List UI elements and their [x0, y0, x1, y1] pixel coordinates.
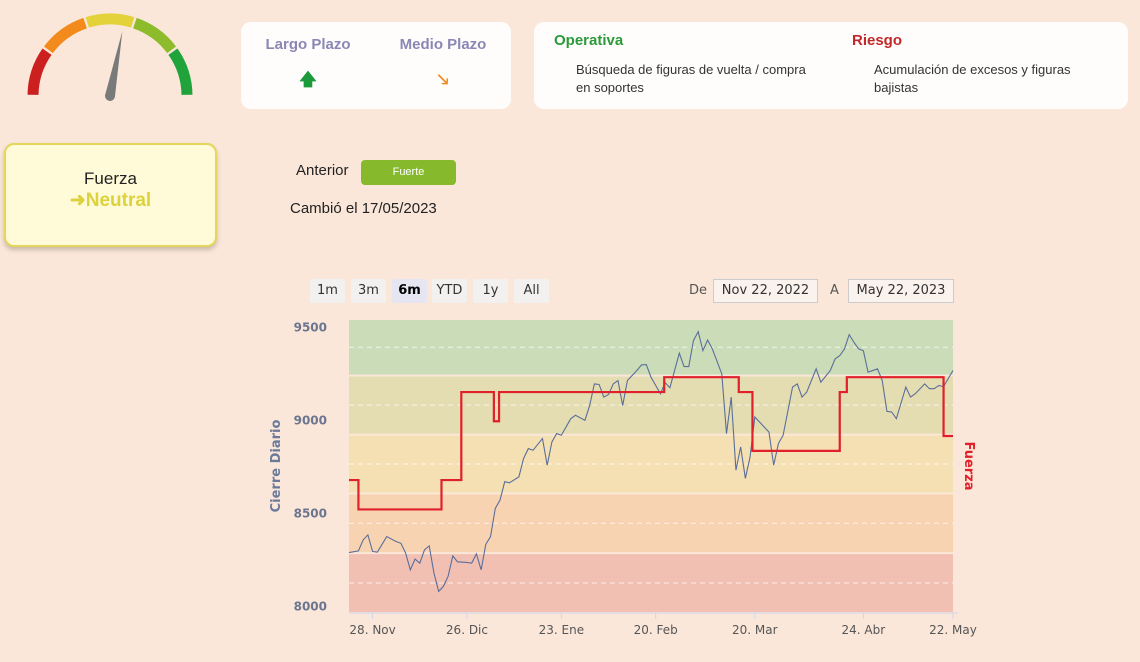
x-tick-label: 20. Feb: [634, 623, 678, 637]
medio-plazo: Medio Plazo 🡖: [383, 36, 503, 96]
anterior-label: Anterior: [296, 162, 349, 179]
gauge-segment: [43, 17, 88, 54]
gauge-segment: [132, 17, 177, 54]
fuerza-step-line: [349, 376, 953, 511]
y-tick-label: 8500: [294, 506, 327, 520]
x-tick-label: 28. Nov: [349, 623, 395, 637]
cambio-date: Cambió el 17/05/2023: [290, 200, 437, 217]
y2-axis-title: Fuerza: [961, 441, 976, 490]
y-tick-label: 9000: [294, 413, 327, 427]
x-tick-label: 26. Dic: [446, 623, 488, 637]
medio-plazo-label: Medio Plazo: [399, 36, 487, 53]
operativa-text: Búsqueda de figuras de vuelta / compra e…: [576, 62, 806, 95]
to-label: A: [830, 283, 839, 298]
from-label: De: [689, 283, 708, 298]
y-tick-label: 8000: [294, 599, 327, 613]
range-3m-button[interactable]: 3m: [351, 279, 386, 303]
price-line: [348, 330, 954, 593]
gauge-segment: [27, 48, 52, 96]
range-all-button[interactable]: All: [514, 279, 549, 303]
arrow-up-icon: 🡅: [299, 70, 317, 89]
gauge-segment: [168, 48, 193, 96]
fuerza-value: Neutral: [85, 190, 152, 211]
gauge-segment: [85, 13, 135, 28]
operativa-title: Operativa: [554, 32, 624, 49]
anterior-badge: Fuerte: [361, 160, 456, 185]
strength-gauge: [27, 13, 193, 101]
to-date-input[interactable]: May 22, 2023: [848, 279, 954, 303]
x-tick-label: 20. Mar: [732, 623, 778, 637]
range-1y-button[interactable]: 1y: [473, 279, 508, 303]
x-tick-label: 24. Abr: [842, 623, 886, 637]
y-tick-label: 9500: [294, 320, 327, 334]
range-ytd-button[interactable]: YTD: [432, 279, 467, 303]
range-1m-button[interactable]: 1m: [310, 279, 345, 303]
from-date-input[interactable]: Nov 22, 2022: [713, 279, 818, 303]
fuerza-label: Fuerza: [84, 169, 137, 188]
riesgo-title: Riesgo: [852, 32, 903, 49]
arrow-right-icon: ➜: [69, 190, 86, 211]
y-axis-title: Cierre Diario: [269, 420, 284, 513]
gauge-needle: [105, 31, 123, 101]
fuerza-card: Fuerza ➜Neutral: [4, 143, 217, 247]
plazo-card: Largo Plazo 🡅 Medio Plazo 🡖: [241, 22, 511, 109]
riesgo-text: Acumulación de excesos y figuras bajista…: [874, 62, 1071, 95]
x-tick-label: 22. May: [929, 623, 977, 637]
operativa-riesgo-card: Operativa Búsqueda de figuras de vuelta …: [534, 22, 1128, 109]
largo-plazo: Largo Plazo 🡅: [248, 36, 368, 96]
range-6m-button[interactable]: 6m: [392, 279, 427, 303]
largo-plazo-label: Largo Plazo: [265, 36, 351, 53]
arrow-down-right-icon: 🡖: [437, 70, 449, 89]
x-tick-label: 23. Ene: [539, 623, 584, 637]
